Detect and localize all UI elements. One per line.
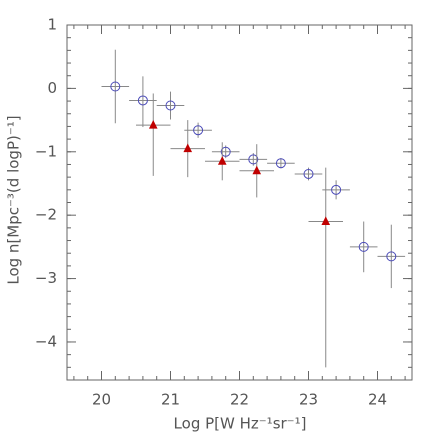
data-point	[303, 168, 314, 179]
data-point	[148, 120, 158, 129]
data-point	[193, 125, 204, 136]
x-tick-label: 21	[161, 391, 180, 409]
y-tick-label: −2	[35, 206, 57, 224]
y-tick-label: −4	[35, 332, 57, 350]
y-axis-label: Log n[Mpc⁻³(d logP)⁻¹]	[5, 115, 23, 284]
x-tick-label: 24	[368, 391, 387, 409]
data-point	[220, 146, 231, 157]
y-tick-label: −3	[35, 269, 57, 287]
data-point	[248, 154, 259, 165]
y-tick-label: 1	[47, 16, 57, 34]
x-axis-label: Log P[W Hz⁻¹sr⁻¹]	[174, 415, 307, 433]
data-point	[275, 158, 286, 169]
data-point	[165, 100, 176, 111]
data-point	[331, 184, 342, 195]
x-tick-label: 20	[92, 391, 111, 409]
y-tick-label: 0	[47, 79, 57, 97]
y-tick-label: −1	[35, 142, 57, 160]
data-point	[137, 95, 148, 106]
plot-frame	[66, 24, 413, 381]
data-point	[358, 241, 369, 252]
x-tick-label: 22	[230, 391, 249, 409]
data-point	[110, 81, 121, 92]
data-point	[252, 165, 262, 175]
x-tick-label: 23	[299, 391, 318, 409]
data-point	[217, 156, 227, 165]
data-point	[321, 216, 331, 226]
data-point	[183, 143, 193, 153]
data-point	[386, 251, 397, 262]
